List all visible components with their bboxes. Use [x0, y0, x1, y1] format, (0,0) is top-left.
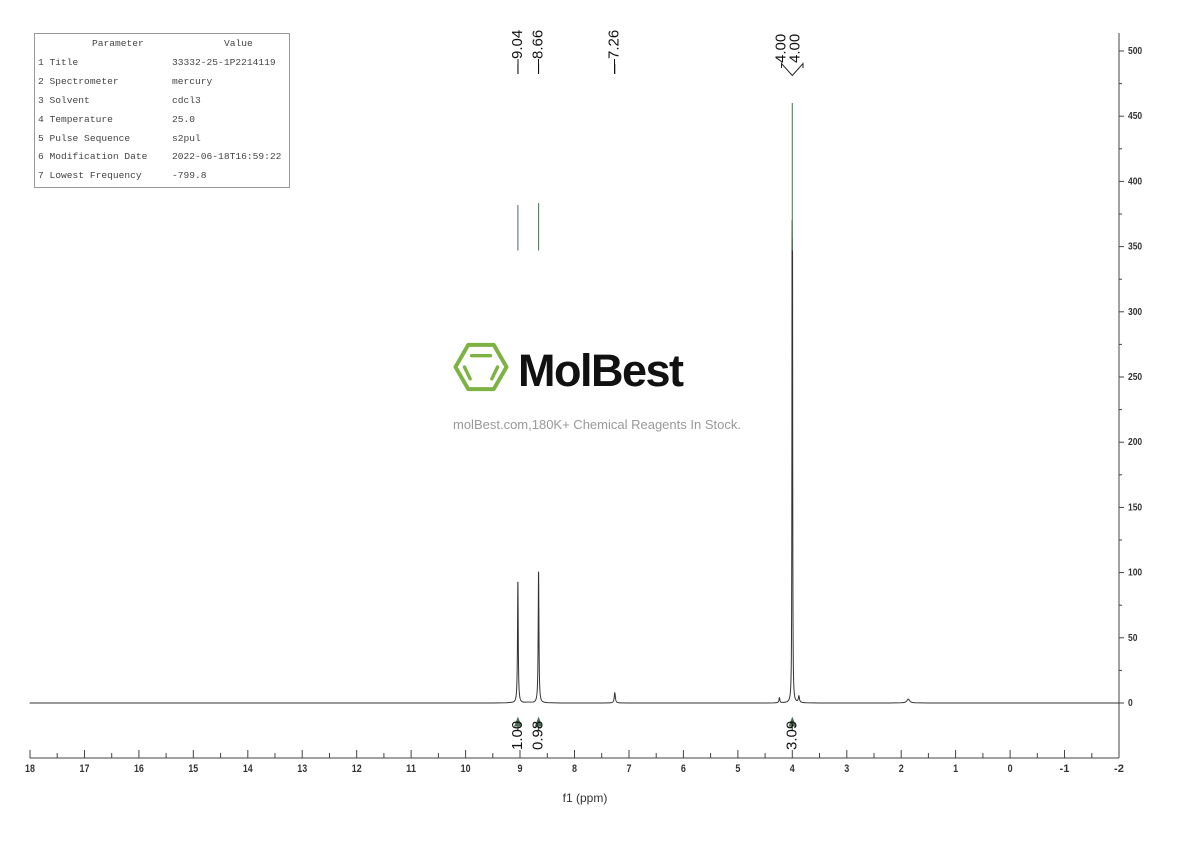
- svg-text:f1 (ppm): f1 (ppm): [563, 791, 608, 805]
- svg-text:4: 4: [790, 763, 796, 775]
- svg-text:—8.66: —8.66: [530, 30, 547, 74]
- svg-text:15: 15: [188, 763, 198, 775]
- svg-text:-1: -1: [1060, 763, 1070, 775]
- svg-text:—7.26: —7.26: [606, 30, 623, 74]
- svg-text:8: 8: [572, 763, 577, 775]
- svg-text:400: 400: [1128, 176, 1142, 187]
- svg-text:0: 0: [1008, 763, 1013, 775]
- svg-text:50: 50: [1128, 632, 1137, 643]
- svg-text:17: 17: [80, 763, 90, 775]
- svg-text:0.98: 0.98: [530, 721, 547, 750]
- svg-text:7: 7: [627, 763, 632, 775]
- svg-text:12: 12: [352, 763, 362, 775]
- svg-text:9: 9: [518, 763, 523, 775]
- svg-text:1: 1: [953, 763, 958, 775]
- svg-text:0: 0: [1128, 697, 1133, 708]
- svg-text:250: 250: [1128, 371, 1142, 382]
- svg-text:300: 300: [1128, 306, 1142, 317]
- svg-text:-2: -2: [1114, 763, 1124, 775]
- svg-text:5: 5: [735, 763, 740, 775]
- svg-text:1.00: 1.00: [509, 721, 526, 750]
- svg-text:500: 500: [1128, 45, 1142, 56]
- svg-text:16: 16: [134, 763, 144, 775]
- svg-text:—9.04: —9.04: [509, 30, 526, 74]
- svg-text:6: 6: [681, 763, 686, 775]
- svg-text:4.00: 4.00: [787, 34, 804, 63]
- svg-text:14: 14: [243, 763, 254, 775]
- svg-text:18: 18: [25, 763, 35, 775]
- svg-text:100: 100: [1128, 567, 1142, 578]
- svg-text:450: 450: [1128, 111, 1142, 122]
- svg-text:13: 13: [297, 763, 307, 775]
- svg-text:11: 11: [406, 763, 416, 775]
- svg-text:2: 2: [899, 763, 904, 775]
- svg-text:10: 10: [461, 763, 471, 775]
- svg-text:150: 150: [1128, 502, 1142, 513]
- svg-text:3: 3: [844, 763, 849, 775]
- svg-text:350: 350: [1128, 241, 1142, 252]
- svg-text:200: 200: [1128, 437, 1142, 448]
- svg-text:3.09: 3.09: [784, 721, 801, 750]
